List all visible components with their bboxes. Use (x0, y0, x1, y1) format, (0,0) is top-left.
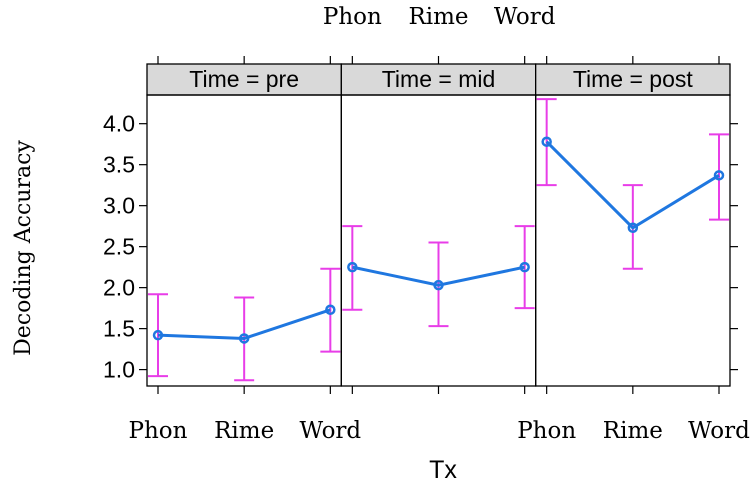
x-tick-label-bottom: Rime (603, 418, 663, 444)
x-tick-label-top: Rime (408, 4, 468, 30)
strip-label: Time = pre (189, 66, 299, 92)
strip-background (535, 63, 731, 96)
x-axis-label: Tx (429, 456, 457, 484)
strip-label: Time = post (573, 66, 694, 92)
y-tick-label: 3.0 (103, 193, 135, 219)
data-point (325, 304, 336, 316)
panel-frame (340, 94, 537, 387)
data-point (433, 279, 444, 291)
series-line (352, 265, 525, 287)
y-tick-label: 2.5 (103, 234, 135, 260)
y-tick-label: 1.5 (103, 316, 135, 342)
x-tick-label-top: Phon (323, 4, 382, 30)
y-axis-label: Decoding Accuracy (11, 140, 36, 356)
panel-1: Time = mid (340, 63, 537, 387)
data-point (519, 261, 530, 273)
series-line (545, 140, 720, 230)
axes-layer: 1.0 1.5 2.0 2.5 3.0 3.5 4.0 Phon Rime Word Phon Rim… (103, 4, 750, 444)
panels-layer: Time = pre Time = mid Time = post (146, 63, 731, 387)
x-tick-label-bottom: Phon (129, 418, 188, 444)
y-tick-label: 3.5 (103, 152, 135, 178)
data-point (152, 329, 164, 341)
data-point (347, 261, 358, 273)
y-tick-label: 2.0 (103, 275, 135, 301)
panel-2: Time = post (535, 63, 731, 387)
strip-background (146, 63, 342, 96)
x-tick-label-top: Word (494, 4, 556, 30)
data-point (713, 170, 725, 181)
panel-0: Time = pre (146, 63, 342, 387)
x-tick-label-bottom: Word (300, 418, 362, 444)
data-point (627, 222, 639, 234)
x-tick-label-bottom: Phon (517, 418, 576, 444)
series-line (157, 308, 331, 340)
y-tick-label: 1.0 (103, 357, 135, 383)
x-tick-label-bottom: Word (688, 418, 750, 444)
y-tick-label: 4.0 (103, 111, 135, 137)
data-point (238, 333, 250, 344)
strip-label: Time = mid (382, 66, 496, 92)
x-tick-label-bottom: Rime (214, 418, 274, 444)
data-point (541, 136, 552, 147)
